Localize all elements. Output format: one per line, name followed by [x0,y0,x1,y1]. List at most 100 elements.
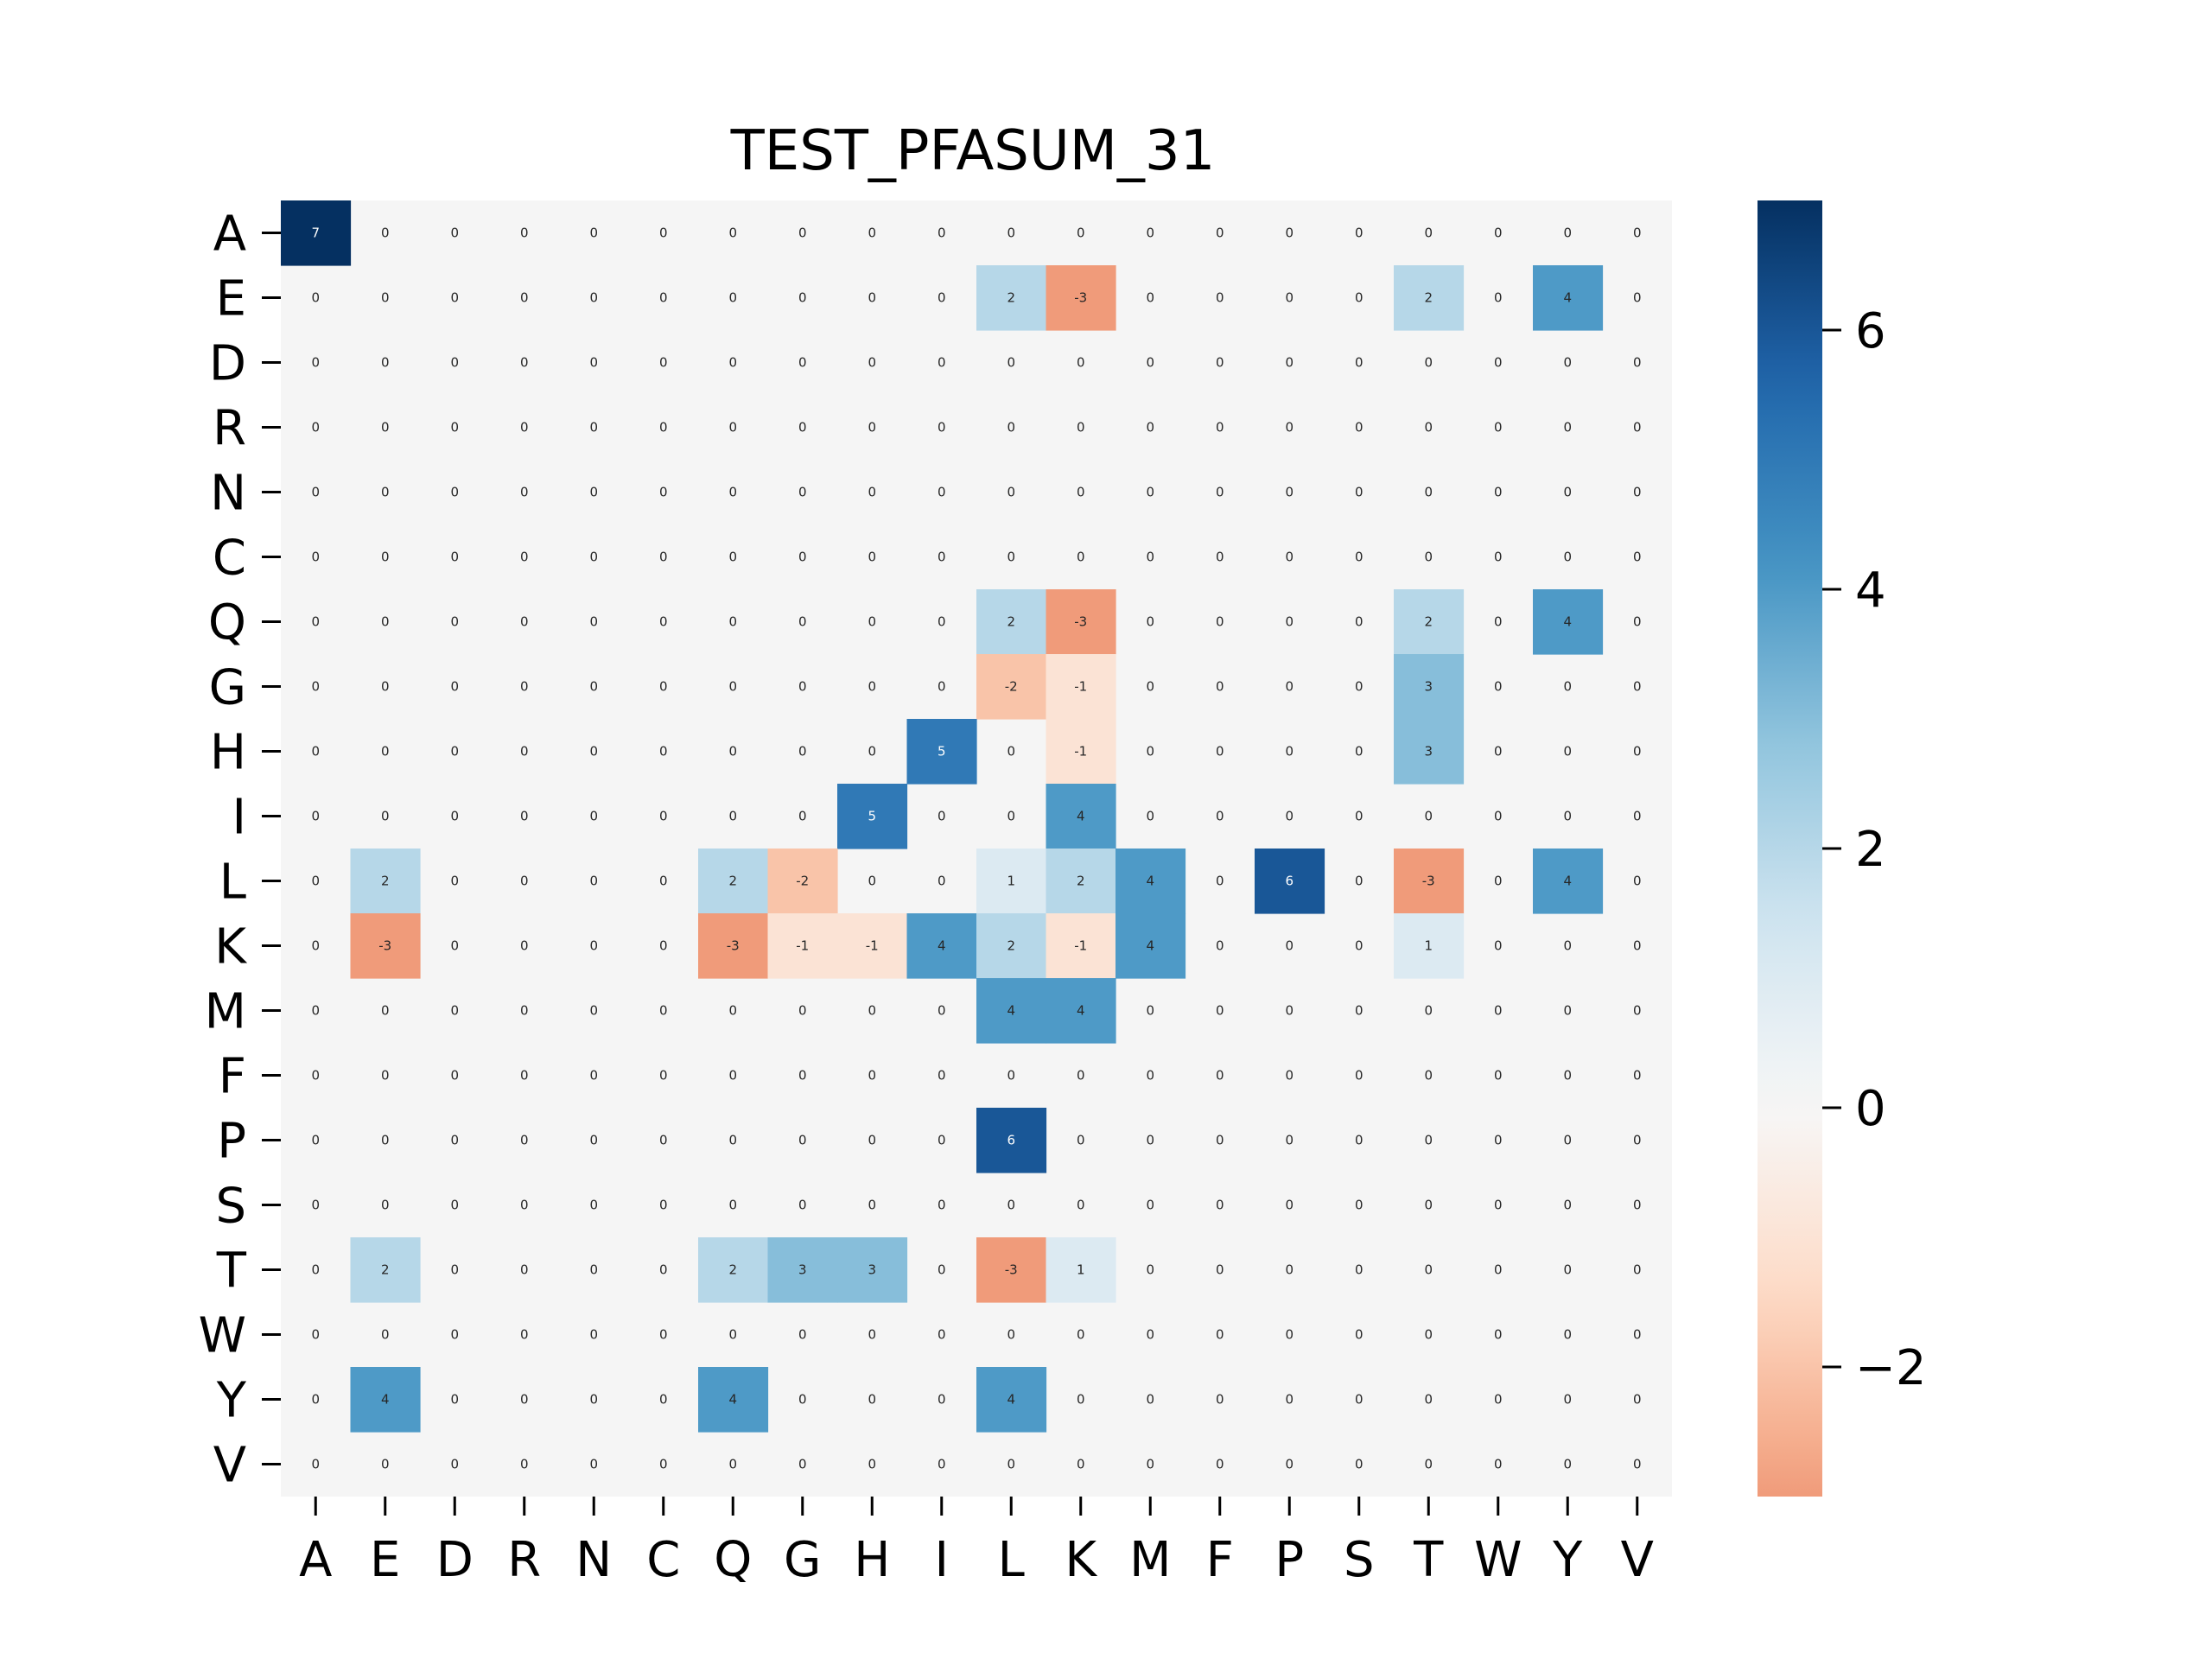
cell-value-label: 0 [589,614,598,630]
cell-value-label: 0 [659,290,668,306]
cell-value-label: 0 [1146,1198,1154,1213]
heatmap-cell [976,849,1047,914]
cell-value-label: 0 [381,290,390,306]
cell-value-label: 0 [1494,809,1503,824]
cell-value-label: 0 [659,874,668,889]
cell-value-label: 0 [1494,1133,1503,1148]
cell-value-label: 7 [311,226,320,241]
cell-value-label: 0 [1146,1003,1154,1019]
heatmap-cell [976,1237,1047,1303]
cell-value-label: 0 [798,1068,807,1084]
cell-value-label: 0 [1216,1003,1224,1019]
cell-value-label: 0 [938,1327,946,1343]
heatmap-cell [698,1237,769,1303]
heatmap-cell [1394,849,1465,914]
cell-value-label: 0 [1563,1392,1572,1408]
cell-value-label: 0 [868,355,876,371]
y-tick-label: A [213,207,246,263]
cell-value-label: 0 [1563,1457,1572,1472]
cell-value-label: 0 [589,355,598,371]
cell-value-label: 0 [1494,874,1503,889]
cell-value-label: 0 [798,809,807,824]
cell-value-label: 0 [1563,1262,1572,1278]
cell-value-label: 3 [798,1262,807,1278]
cell-value-label: 0 [1216,1392,1224,1408]
cell-value-label: 0 [1424,355,1433,371]
cell-value-label: 2 [381,874,390,889]
heatmap-cell [1046,265,1116,331]
cell-value-label: 0 [520,290,529,306]
cell-value-label: 0 [381,744,390,760]
cell-value-label: 0 [381,355,390,371]
cell-value-label: 0 [868,1198,876,1213]
cell-value-label: 0 [450,485,459,500]
cell-value-label: 0 [589,485,598,500]
cell-value-label: 0 [520,1198,529,1213]
cell-value-label: 0 [1007,420,1015,435]
cell-value-label: 0 [450,1133,459,1148]
cell-value-label: 0 [1424,1392,1433,1408]
cell-value-label: 0 [1146,226,1154,241]
cell-value-label: 0 [659,226,668,241]
cell-value-label: 4 [938,938,946,954]
cell-value-label: 0 [589,744,598,760]
heatmap-cell [350,1237,421,1303]
cell-value-label: 0 [450,420,459,435]
cell-value-label: 0 [450,1003,459,1019]
cell-value-label: 0 [728,485,737,500]
cell-value-label: 0 [1355,1003,1363,1019]
cell-value-label: 0 [728,809,737,824]
x-tick-label: L [998,1532,1025,1588]
cell-value-label: 0 [1146,485,1154,500]
cell-value-label: 0 [1424,1068,1433,1084]
cell-value-label: 0 [1494,420,1503,435]
cell-value-label: 0 [728,290,737,306]
cell-value-label: 0 [1216,874,1224,889]
cell-value-label: 0 [868,485,876,500]
cell-value-label: 0 [659,679,668,695]
cell-value-label: 0 [1633,744,1642,760]
cell-value-label: 0 [728,1133,737,1148]
cell-value-label: 0 [1355,809,1363,824]
heatmap-cell [1255,849,1325,914]
colorbar-tick-label: 4 [1855,563,1886,619]
cell-value-label: 0 [520,1068,529,1084]
cell-value-label: 0 [1633,1457,1642,1472]
cell-value-label: 0 [1563,809,1572,824]
cell-value-label: 0 [659,744,668,760]
y-tick-label: E [216,271,246,327]
cell-value-label: 0 [728,355,737,371]
cell-value-label: 0 [1146,290,1154,306]
cell-value-label: -1 [1074,744,1087,760]
cell-value-label: 0 [311,614,320,630]
cell-value-label: 0 [1563,550,1572,565]
cell-value-label: 0 [1563,744,1572,760]
cell-value-label: 0 [450,290,459,306]
cell-value-label: 0 [1146,1068,1154,1084]
cell-value-label: 0 [450,550,459,565]
cell-value-label: 0 [1633,1262,1642,1278]
cell-value-label: 0 [938,874,946,889]
cell-value-label: 0 [1355,679,1363,695]
cell-value-label: 0 [311,938,320,954]
y-tick-label: C [213,531,246,587]
cell-value-label: 0 [1077,355,1085,371]
cell-value-label: 0 [1424,420,1433,435]
cell-value-label: 0 [1563,226,1572,241]
cell-value-label: 4 [1563,290,1572,306]
cell-value-label: 0 [1424,809,1433,824]
cell-value-label: 0 [938,420,946,435]
x-tick-label: V [1621,1532,1654,1588]
cell-value-label: 0 [798,420,807,435]
cell-value-label: -1 [1074,938,1087,954]
cell-value-label: 0 [798,1198,807,1213]
cell-value-label: 0 [659,1262,668,1278]
cell-value-label: 0 [1633,1068,1642,1084]
cell-value-label: 0 [1146,355,1154,371]
cell-value-label: 3 [868,1262,876,1278]
y-tick-label: P [217,1114,246,1170]
x-tick-label: N [575,1532,612,1588]
cell-value-label: 4 [381,1392,390,1408]
